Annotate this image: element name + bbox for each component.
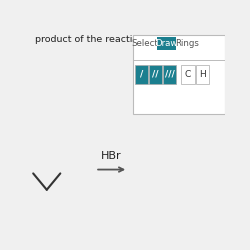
- Bar: [157, 37, 176, 50]
- Text: Draw: Draw: [155, 39, 178, 48]
- Text: //: //: [152, 70, 159, 79]
- Text: /: /: [140, 70, 143, 79]
- Bar: [133, 35, 225, 114]
- Bar: [163, 65, 176, 84]
- Text: ///: ///: [165, 70, 175, 79]
- Text: HBr: HBr: [101, 151, 122, 161]
- Text: Select: Select: [131, 39, 158, 48]
- Bar: [196, 65, 209, 84]
- Bar: [180, 37, 195, 50]
- Bar: [182, 65, 194, 84]
- Bar: [149, 65, 162, 84]
- Text: H: H: [199, 70, 205, 79]
- Bar: [135, 65, 148, 84]
- Text: product of the reaction shown.: product of the reaction shown.: [35, 35, 181, 44]
- Bar: [135, 37, 154, 50]
- Text: C: C: [185, 70, 191, 79]
- Text: Rings: Rings: [175, 39, 199, 48]
